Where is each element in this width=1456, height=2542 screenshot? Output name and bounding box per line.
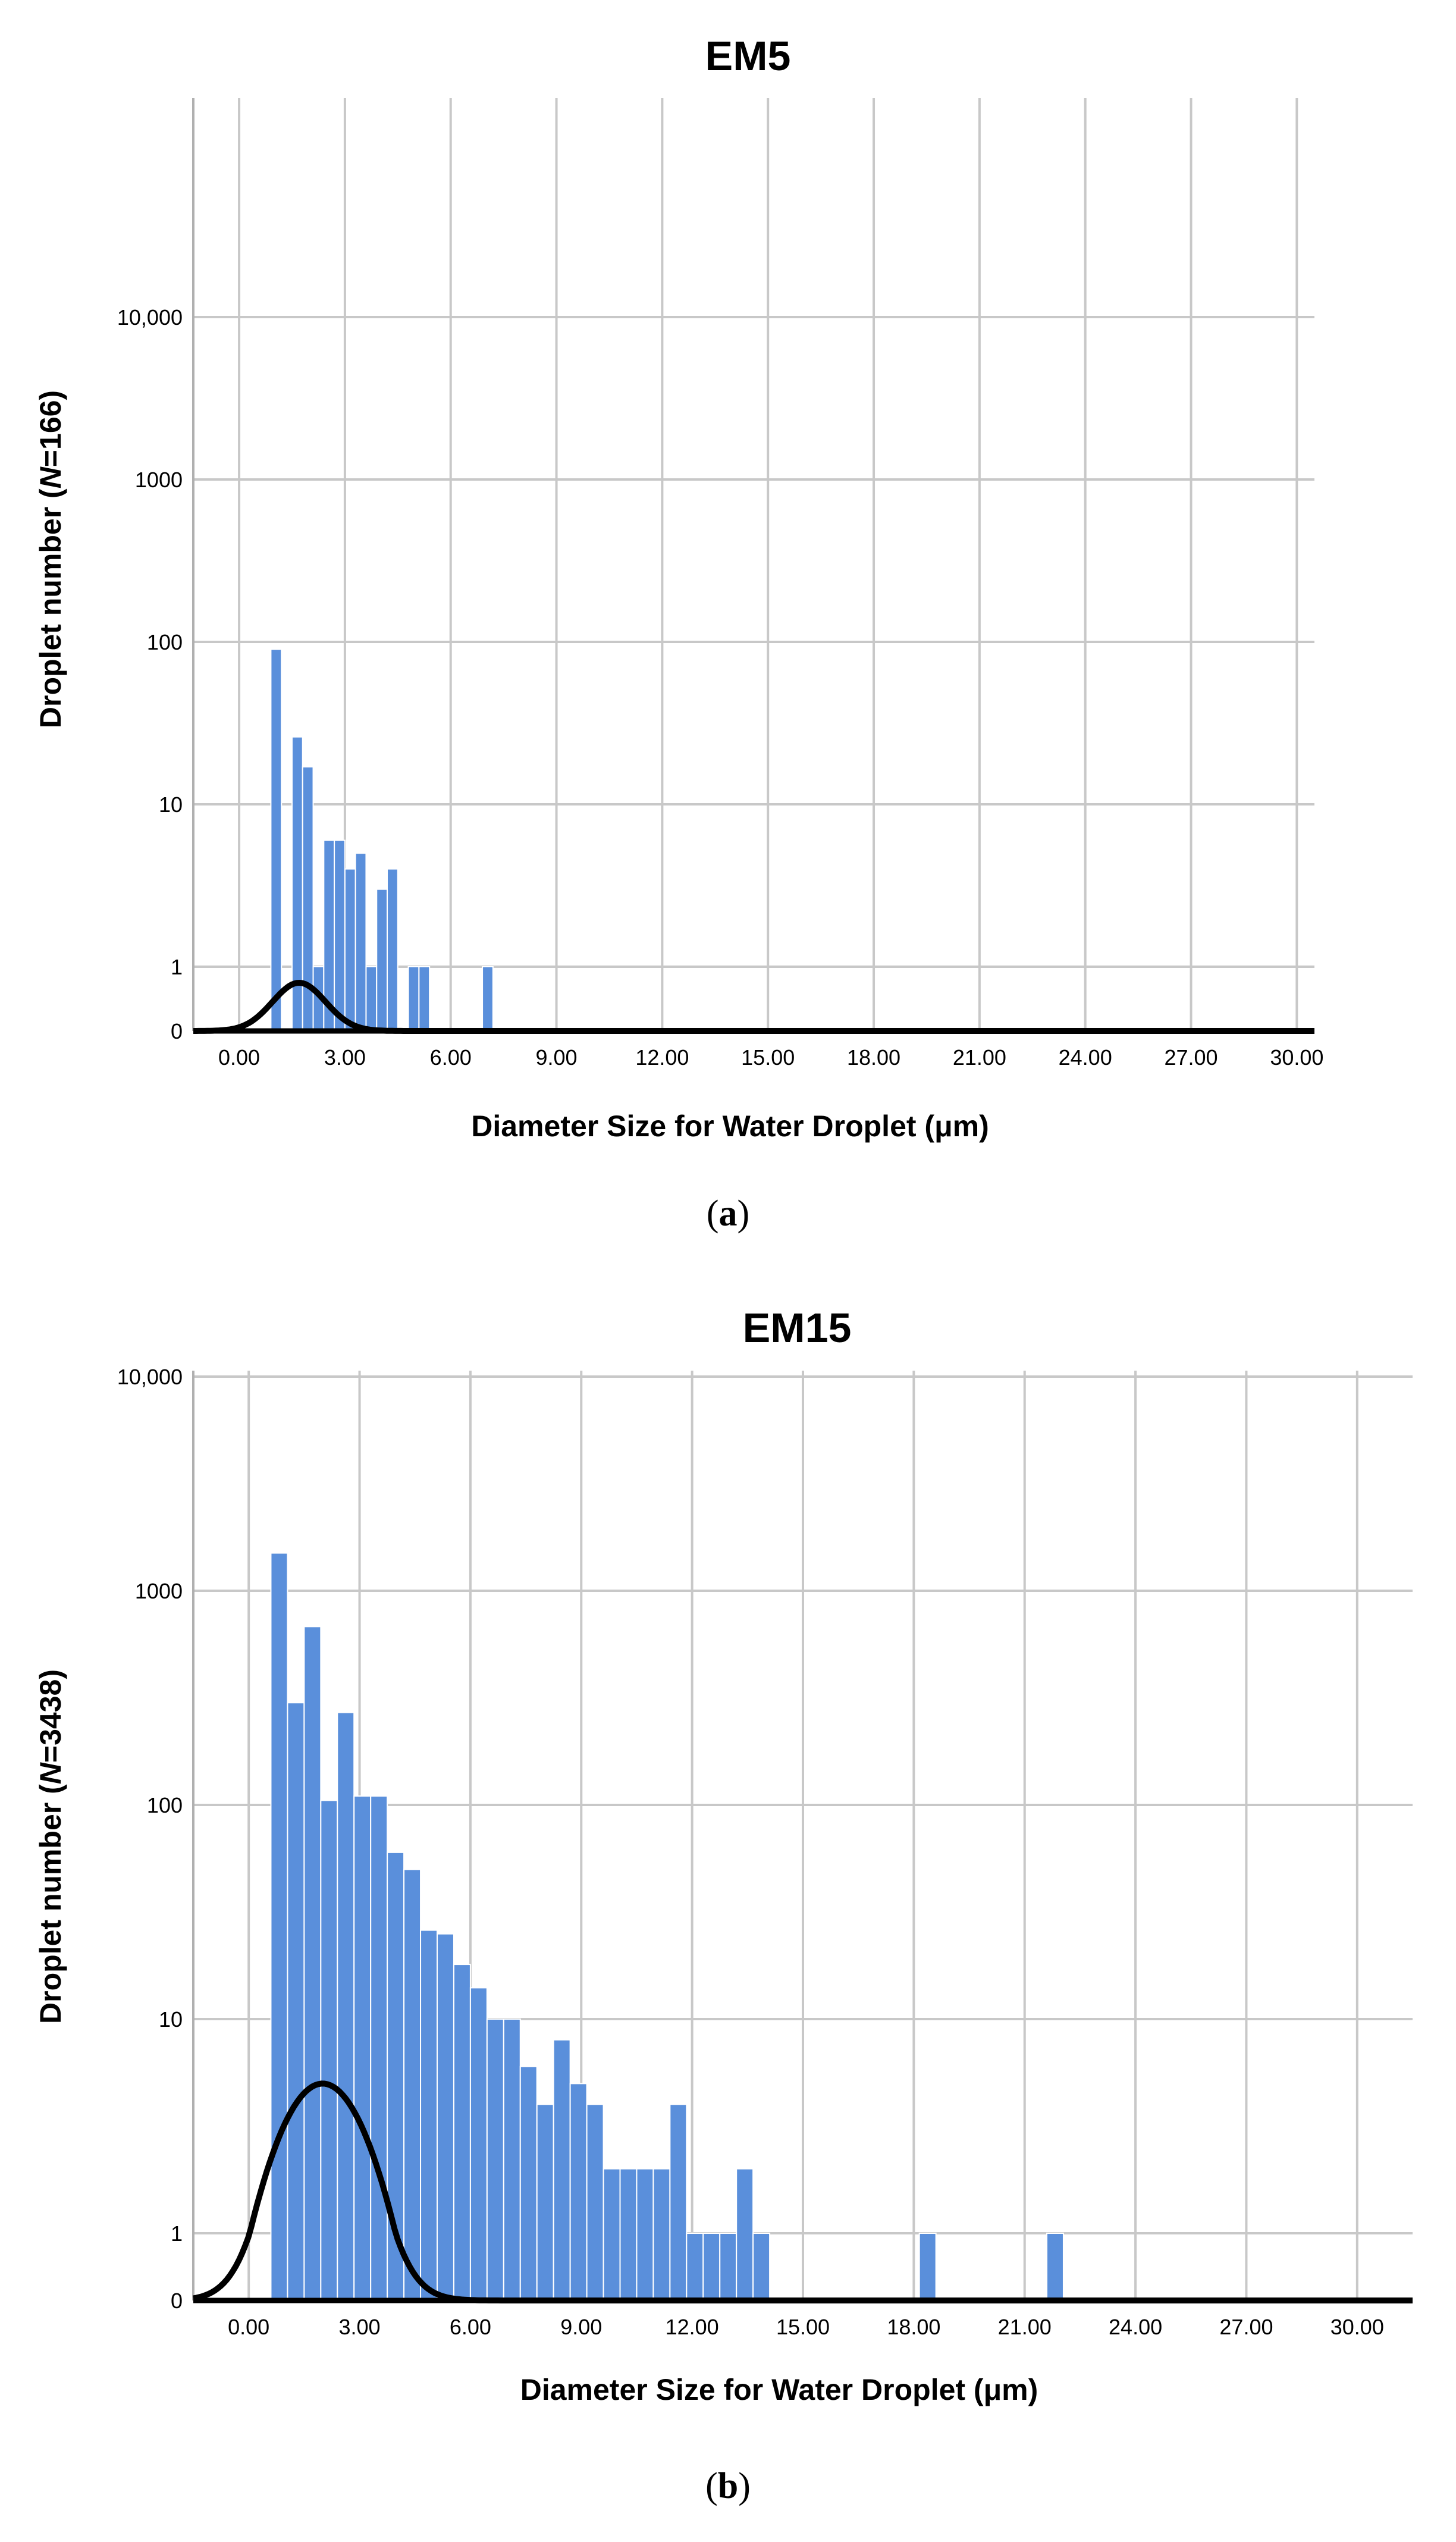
x-tick-label: 21.00 <box>953 1045 1006 1070</box>
y-tick-label: 1 <box>171 955 183 979</box>
histogram-bar <box>344 868 356 1032</box>
histogram-bar <box>469 1987 488 2301</box>
y-tick-label: 1000 <box>135 468 183 492</box>
histogram-bar <box>752 2233 771 2301</box>
y-axis-title-part: Droplet number ( <box>34 1784 67 2024</box>
x-tick-label: 18.00 <box>887 2315 940 2339</box>
histogram-bar <box>437 1933 454 2301</box>
y-axis-title-part: =3438) <box>34 1669 67 1763</box>
x-tick-label: 9.00 <box>536 1045 578 1070</box>
y-axis-title-part: Droplet number ( <box>34 488 67 728</box>
x-tick-label: 24.00 <box>1109 2315 1162 2339</box>
y-tick-label: 100 <box>147 630 183 654</box>
y-tick-label: 10 <box>159 792 183 817</box>
histogram-bar <box>407 966 420 1032</box>
caption-a: (a) <box>706 1193 750 1234</box>
x-tick-label: 27.00 <box>1164 1045 1217 1070</box>
x-tick-label: 3.00 <box>324 1045 366 1070</box>
histogram-bar <box>482 966 494 1032</box>
histogram-bar <box>669 2104 688 2302</box>
histogram-bar <box>365 966 378 1032</box>
histogram-em5: EM5 0.00 3.00 6.00 9.00 12.00 15.00 18.00 21.00 2… <box>34 33 1323 1143</box>
histogram-bar <box>387 868 398 1032</box>
histogram-bar <box>320 1800 338 2301</box>
x-tick-label: 27.00 <box>1219 2315 1273 2339</box>
y-tick-label: 0 <box>171 2289 183 2313</box>
y-tick-label: 100 <box>147 1793 183 1817</box>
x-tick-label: 30.00 <box>1331 2315 1384 2339</box>
histogram-bar <box>719 2233 738 2301</box>
y-tick-label: 0 <box>171 1019 183 1043</box>
chart-panel-em15: EM15 0.00 3.00 6.00 9.00 12.00 15.00 18.00 21.00… <box>0 1270 1456 2539</box>
histogram-bar <box>702 2233 721 2301</box>
chart-title: EM5 <box>705 33 791 79</box>
x-tick-label: 15.00 <box>741 1045 795 1070</box>
histogram-bar <box>287 1702 305 2301</box>
x-tick-label: 30.00 <box>1270 1045 1323 1070</box>
histogram-bar <box>918 2233 937 2301</box>
histogram-bar <box>652 2168 671 2301</box>
x-axis-title: Diameter Size for Water Droplet (μm) <box>520 2373 1038 2406</box>
histogram-bar <box>334 839 346 1032</box>
histogram-bar <box>503 2018 521 2301</box>
x-tick-label: 24.00 <box>1059 1045 1112 1070</box>
histogram-bar <box>270 1552 288 2301</box>
histogram-bar <box>420 1929 438 2301</box>
histogram-bar <box>586 2104 604 2302</box>
histogram-bar <box>619 2168 638 2301</box>
x-tick-label: 0.00 <box>228 2315 269 2339</box>
x-tick-label: 3.00 <box>339 2315 381 2339</box>
histogram-bar <box>453 1964 471 2301</box>
x-tick-label: 0.00 <box>218 1045 260 1070</box>
histogram-bar <box>354 852 367 1032</box>
histogram-bar <box>486 2018 504 2301</box>
y-tick-label: 10,000 <box>117 305 183 330</box>
x-tick-label: 6.00 <box>450 2315 491 2339</box>
y-axis-title: Droplet number (N=3438) <box>34 1669 67 2024</box>
y-axis-title-n: N <box>34 466 67 488</box>
histogram-bar <box>370 1795 388 2301</box>
y-tick-label: 10 <box>159 2007 183 2032</box>
chart-title: EM15 <box>743 1305 852 1351</box>
histogram-bar <box>536 2104 554 2302</box>
x-axis-title: Diameter Size for Water Droplet (μm) <box>471 1109 989 1143</box>
y-axis-title: Droplet number (N=166) <box>34 390 67 728</box>
histogram-bar <box>337 1712 355 2301</box>
x-tick-label: 6.00 <box>430 1045 472 1070</box>
x-tick-label: 15.00 <box>776 2315 830 2339</box>
y-axis-title-part: =166) <box>34 390 67 467</box>
histogram-bar <box>636 2168 654 2301</box>
caption-b: (b) <box>705 2466 751 2506</box>
histogram-bar <box>736 2168 754 2301</box>
histogram-bar <box>303 1626 322 2302</box>
histogram-bar <box>376 888 388 1032</box>
histogram-em15: EM15 0.00 3.00 6.00 9.00 12.00 15.00 18.00 21.00… <box>34 1305 1413 2406</box>
y-tick-label: 10,000 <box>117 1365 183 1389</box>
histogram-bar <box>519 2065 538 2302</box>
histogram-bar <box>603 2168 621 2301</box>
histogram-bar <box>569 2083 588 2302</box>
histogram-bar <box>270 648 283 1032</box>
histogram-bar <box>353 1795 372 2301</box>
histogram-bar <box>553 2039 571 2301</box>
y-tick-label: 1000 <box>135 1579 183 1603</box>
x-tick-label: 12.00 <box>635 1045 689 1070</box>
histogram-bar <box>1046 2233 1064 2301</box>
histogram-bar <box>418 966 431 1032</box>
y-axis-title-n: N <box>34 1762 67 1784</box>
x-tick-label: 21.00 <box>998 2315 1052 2339</box>
histogram-bar <box>403 1869 422 2301</box>
histogram-bar <box>686 2233 704 2301</box>
y-tick-label: 1 <box>171 2221 183 2246</box>
x-tick-label: 9.00 <box>560 2315 602 2339</box>
chart-panel-em5: EM5 0.00 3.00 6.00 9.00 12.00 15.00 18.00 21.00 2… <box>0 0 1456 1270</box>
x-tick-label: 12.00 <box>666 2315 719 2339</box>
x-tick-label: 18.00 <box>847 1045 900 1070</box>
